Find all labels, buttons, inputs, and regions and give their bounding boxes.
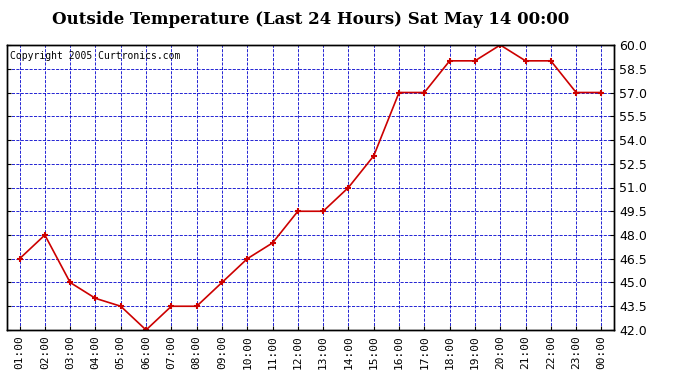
- Text: Copyright 2005 Curtronics.com: Copyright 2005 Curtronics.com: [10, 51, 180, 61]
- Text: Outside Temperature (Last 24 Hours) Sat May 14 00:00: Outside Temperature (Last 24 Hours) Sat …: [52, 11, 569, 28]
